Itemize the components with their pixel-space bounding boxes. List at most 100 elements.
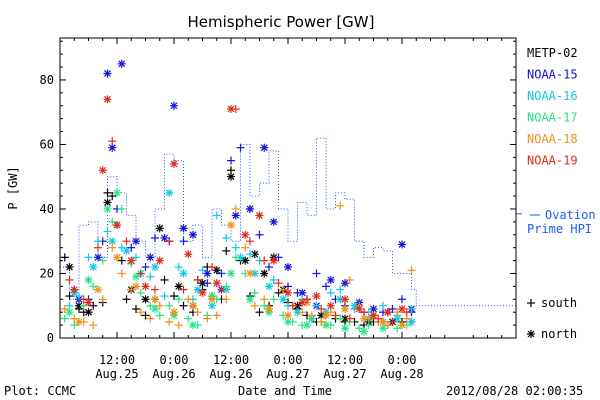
point-noaa-18-south [345,275,354,284]
point-metp-02-north [84,308,93,317]
point-metp-02-north [293,301,302,310]
x-tick-date-label: Aug.26 [209,367,252,381]
footer-timestamp: 2012/08/28 02:00:35 [446,384,584,398]
point-noaa-16-north [151,263,159,272]
point-noaa-19-north [269,256,278,265]
point-noaa-15-north [103,69,112,78]
point-noaa-18-north [379,317,387,326]
point-noaa-19-south [136,269,145,278]
point-noaa-17-south [336,314,345,323]
point-noaa-15-south [141,263,150,272]
point-metp-02-north [174,282,183,291]
point-noaa-18-south [127,285,136,294]
point-noaa-18-north [208,295,216,304]
point-noaa-19-south [65,275,74,284]
point-noaa-16-south [231,243,240,252]
point-noaa-19-north [127,256,136,265]
x-tick-date-label: Aug.26 [152,367,195,381]
legend-entry-noaa-15: NOAA-15 [527,68,578,82]
point-noaa-19-south [360,308,368,317]
point-noaa-17-north [322,321,330,330]
point-noaa-17-south [165,301,174,310]
point-noaa-15-south [203,279,212,288]
point-metp-02-south [60,253,69,262]
legend-symbol-south [527,299,535,307]
point-noaa-19-north [312,292,321,301]
y-tick-label: 80 [40,73,54,87]
x-tick-date-label: Aug.27 [323,367,366,381]
point-noaa-19-south [122,237,131,246]
point-noaa-19-north [170,159,178,168]
point-noaa-17-south [222,282,231,291]
point-metp-02-north [227,172,235,181]
point-noaa-18-south [307,311,316,320]
point-noaa-16-south [326,288,335,297]
point-noaa-19-north [141,282,150,291]
point-noaa-15-north [160,234,169,242]
point-noaa-18-south [336,201,345,210]
point-noaa-17-south [231,253,240,262]
point-noaa-16-north [236,253,245,262]
legend-entry-noaa-19: NOAA-19 [527,154,578,168]
point-noaa-15-north [398,240,406,249]
point-noaa-15-south [322,282,330,291]
point-noaa-16-south [117,243,126,252]
point-noaa-15-south [265,263,273,272]
point-noaa-18-north [341,304,349,313]
point-noaa-19-north [398,304,406,313]
data-points-layer [60,59,416,336]
x-tick-date-label: Aug.28 [380,367,423,381]
point-noaa-18-south [203,314,212,323]
y-tick-label: 20 [40,266,54,280]
point-noaa-19-south [303,295,311,304]
point-noaa-15-south [312,269,321,278]
point-noaa-15-north [117,59,126,68]
point-noaa-16-south [132,253,140,262]
legend: METP-02 NOAA-15 NOAA-16 NOAA-17 NOAA-18 NOAA-… [527,46,596,341]
point-metp-02-south [117,256,126,265]
point-noaa-16-south [336,285,345,294]
point-noaa-18-south [117,269,126,278]
point-noaa-19-south [345,314,354,323]
point-noaa-16-south [174,263,183,272]
point-noaa-17-south [269,295,278,304]
point-noaa-15-south [398,295,406,304]
point-noaa-15-south [388,304,397,313]
point-noaa-18-south [193,308,202,317]
point-noaa-19-north [241,230,250,239]
point-noaa-18-south [60,304,69,313]
point-noaa-16-south [246,250,254,259]
point-metp-02-south [160,275,169,284]
point-noaa-16-north [179,269,188,278]
point-noaa-15-north [203,269,212,278]
point-noaa-18-north [170,308,178,317]
point-metp-02-south [222,246,231,255]
point-noaa-18-south [155,301,164,310]
point-noaa-15-north [94,253,102,262]
point-metp-02-north [65,263,74,272]
point-noaa-15-south [179,237,188,246]
point-noaa-17-north [341,324,349,333]
point-metp-02-south [108,192,117,201]
point-noaa-16-south [146,272,155,281]
point-noaa-19-north [184,250,193,259]
point-metp-02-north [241,256,250,265]
point-noaa-19-north [326,301,335,310]
point-noaa-18-south [70,314,79,323]
x-tick-time-label: 0:00 [388,353,417,367]
point-noaa-17-south [146,301,155,310]
point-noaa-15-north [179,224,188,233]
point-metp-02-north [212,266,221,275]
point-noaa-17-south [136,288,145,297]
point-noaa-18-south [241,243,250,252]
legend-symbol-north [527,330,535,338]
x-tick-time-label: 0:00 [274,353,303,367]
point-noaa-19-north [284,288,292,297]
axes: 02040608012:00Aug.250:00Aug.2612:00Aug.2… [40,38,516,381]
ovation-hpi-layer [60,137,522,307]
point-noaa-17-south [155,311,164,320]
point-noaa-17-south [117,204,126,213]
point-noaa-16-south [379,301,387,310]
point-noaa-18-south [108,243,117,252]
